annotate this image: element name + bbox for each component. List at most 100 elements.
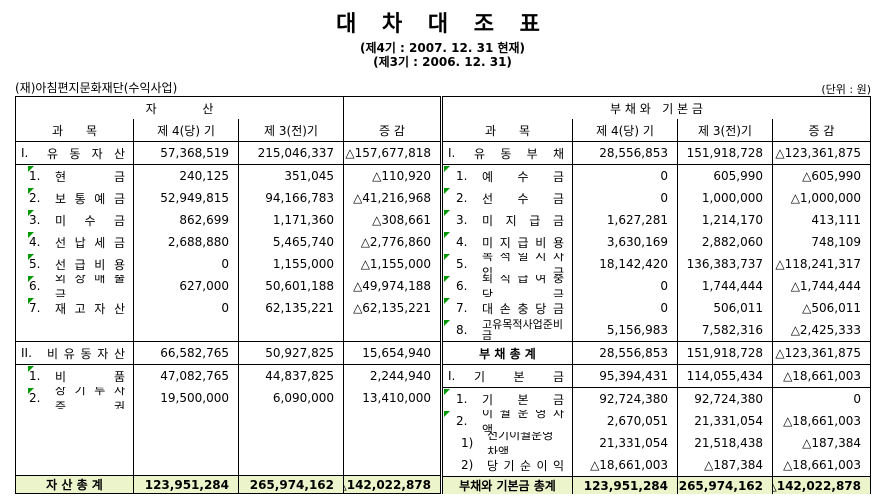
current-period-value-cell: 0 [573, 165, 678, 187]
table-row: 6. 퇴 직 급 여 충 당 금 0 1,744,444 △1,744,444 [443, 275, 870, 297]
current-period-value-cell: 0 [573, 275, 678, 297]
liabilities-equity-table: 부 채 와 기 본 금 과 목 제 4(당) 기 제 3(전)기 증 감 I. 유… [442, 96, 871, 494]
table-row: I. 유 동 자 산 57,368,519 215,046,337 △157,677,8… [16, 142, 440, 164]
cell-note-marker-icon [444, 232, 450, 238]
cell-note-marker-icon [28, 166, 34, 172]
account-number: 1. [29, 169, 41, 183]
prior-period-column-header: 제 3(전)기 [678, 119, 773, 141]
account-label: 외 상 매 출 금 [55, 275, 125, 297]
liabilities-group-header-row: 부 채 와 기 본 금 [443, 97, 870, 119]
period-prior-subtitle: (제3기 : 2006. 12. 31) [373, 55, 512, 69]
cell-note-marker-icon [444, 298, 450, 304]
cell-note-marker-icon [28, 210, 34, 216]
account-column-label: 과 목 [485, 123, 530, 138]
prior-period-value-cell [239, 409, 344, 431]
prior-period-column-label: 제 3(전)기 [698, 123, 752, 138]
current-period-value-cell: △18,661,003 [573, 454, 678, 476]
prior-period-value-cell: 1,214,170 [678, 209, 773, 231]
account-cell: 4. 미 지 급 비 용 [443, 231, 573, 253]
account-number: 4. [456, 235, 468, 249]
current-period-value-cell: 862,699 [134, 209, 239, 231]
account-cell: 2. 보 통 예 금 [16, 187, 134, 209]
cell-note-marker-icon [444, 276, 450, 282]
account-number: 1. [456, 392, 468, 406]
account-cell: 5. 목 적 일 시 차 입 금 [443, 253, 573, 275]
prior-period-value-cell: 5,465,740 [239, 231, 344, 253]
table-row: II. 비 유 동 자 산 66,582,765 50,927,825 15,654,9… [16, 341, 440, 364]
current-period-value-cell: 0 [134, 297, 239, 319]
account-number: 1) [461, 436, 474, 450]
organization-name: (재)아침편지문화재단(수익사업) [15, 81, 178, 95]
prior-period-value-cell: 62,135,221 [239, 297, 344, 319]
account-label: 선 납 세 금 [55, 235, 125, 250]
current-period-value-cell: 1,627,281 [573, 209, 678, 231]
assets-group-header-label: 자 산 [145, 101, 214, 116]
account-column-label: 과 목 [52, 123, 97, 138]
cell-note-marker-icon [28, 254, 34, 260]
account-cell: I. 유 동 부 채 [443, 142, 573, 164]
table-row: 2. 보 통 예 금 52,949,815 94,166,783 △41,216,968 [16, 187, 440, 209]
table-row: 2) 당 기 순 이 익 △18,661,003 △187,384 △18,661,00… [443, 454, 870, 476]
account-label: 전기이월운영차액 [487, 432, 554, 454]
change-value-cell: △18,661,003 [783, 458, 861, 472]
prior-period-value-cell: 1,744,444 [678, 275, 773, 297]
current-period-value-cell: 5,156,983 [573, 319, 678, 341]
change-value-cell: △62,135,221 [353, 301, 431, 315]
prior-period-value-cell: 136,383,737 [678, 253, 773, 275]
change-value-cell: △123,361,875 [775, 346, 861, 360]
current-period-value-cell: 19,500,000 [134, 387, 239, 409]
change-column-label: 증 감 [379, 123, 405, 138]
change-value-cell: △506,011 [802, 301, 861, 315]
account-cell: 7. 대 손 충 당 금 [443, 297, 573, 319]
table-row [16, 409, 440, 431]
current-period-value-cell: 2,688,880 [134, 231, 239, 253]
account-number: 2) [461, 458, 474, 472]
account-cell: 1. 비 품 [16, 365, 134, 387]
account-cell: 2. 이 월 운 영 차 액 [443, 410, 573, 432]
prior-period-column-header: 제 3(전)기 [239, 119, 344, 141]
change-value-cell: 13,410,000 [362, 391, 431, 405]
current-period-value-cell: 0 [134, 253, 239, 275]
account-number: 6. [456, 279, 468, 293]
cell-note-marker-icon [444, 320, 450, 326]
table-row [16, 453, 440, 475]
account-label: 퇴 직 급 여 충 당 금 [482, 275, 564, 297]
account-label: 미 수 금 [55, 213, 125, 228]
account-label: 보 통 예 금 [55, 191, 125, 206]
account-label: 장 기 투 자 증 권 [55, 387, 125, 409]
account-label: 비 품 [55, 369, 125, 384]
prior-period-value-cell: 351,045 [239, 165, 344, 187]
table-row: I. 기 본 금 95,394,431 114,055,434 △18,661,003 [443, 364, 870, 387]
table-row: 5. 선 급 비 용 0 1,155,000 △1,155,000 [16, 253, 440, 275]
change-value-cell: 15,654,940 [362, 346, 431, 360]
cell-note-marker-icon [444, 254, 450, 260]
current-period-value-cell: 0 [573, 187, 678, 209]
account-label: 유 동 자 산 [47, 146, 125, 161]
current-period-value-cell: 92,724,380 [573, 388, 678, 410]
account-label: 예 수 금 [482, 169, 564, 184]
prior-period-value-cell: 50,601,188 [239, 275, 344, 297]
account-column-header: 과 목 [16, 119, 134, 141]
account-column-header: 과 목 [443, 119, 573, 141]
total-change-cell: △142,022,878 [344, 477, 431, 492]
change-value-cell: △1,744,444 [790, 279, 861, 293]
change-value-cell: 413,111 [811, 213, 861, 227]
prior-period-value-cell: 7,582,316 [678, 319, 773, 341]
prior-period-value-cell: 44,837,825 [239, 365, 344, 387]
cell-note-marker-icon [28, 388, 34, 394]
current-period-value-cell [134, 319, 239, 341]
change-value-cell: △605,990 [802, 169, 861, 183]
prior-period-value-cell [239, 453, 344, 475]
account-label: 재 고 자 산 [55, 301, 125, 316]
table-row: I. 유 동 부 채 28,556,853 151,918,728 △123,361,8… [443, 142, 870, 164]
account-cell: 2. 선 수 금 [443, 187, 573, 209]
table-row: 4. 선 납 세 금 2,688,880 5,465,740 △2,776,860 [16, 231, 440, 253]
account-label: 비 유 동 자 산 [47, 346, 125, 361]
table-row: 부 채 총 계 28,556,853 151,918,728 △123,361,875 [443, 341, 870, 364]
table-row: 5. 목 적 일 시 차 입 금 18,142,420 136,383,737 △118… [443, 253, 870, 275]
prior-period-value-cell [239, 319, 344, 341]
current-period-value-cell: 2,670,051 [573, 410, 678, 432]
account-number: 8. [456, 323, 468, 337]
change-value-cell: △2,776,860 [360, 235, 431, 249]
assets-group-header-row: 자 산 [16, 97, 440, 119]
